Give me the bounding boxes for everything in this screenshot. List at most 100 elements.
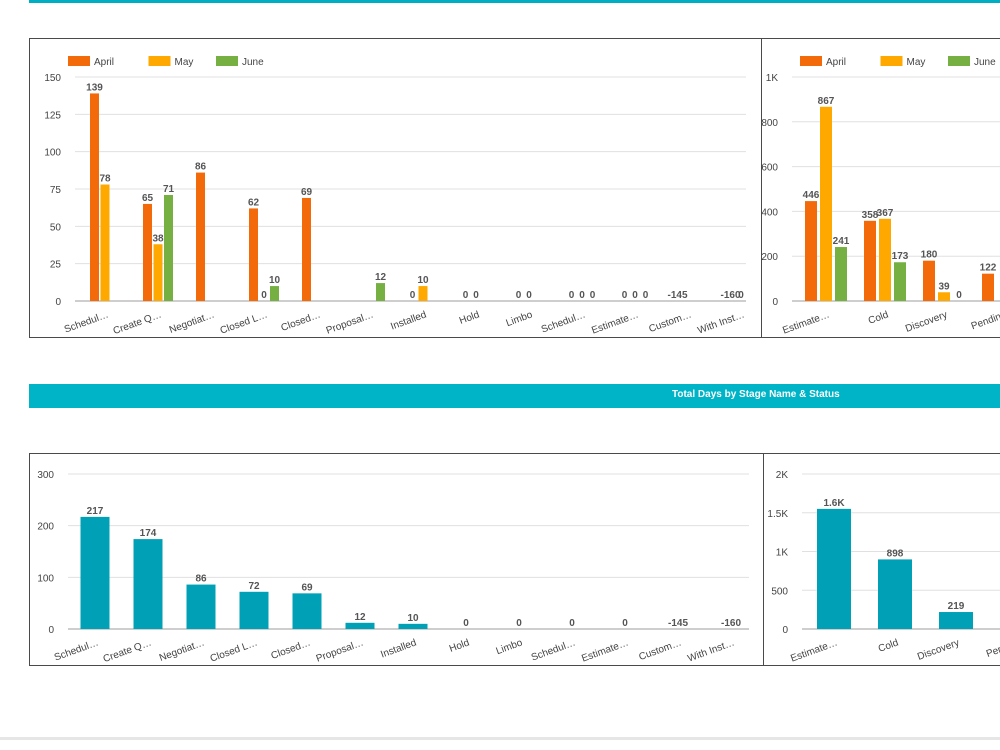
legend-swatch-may — [880, 56, 903, 66]
x-tick-label: Hold — [458, 309, 481, 326]
bar — [270, 286, 279, 301]
y-tick-label: 0 — [48, 625, 54, 636]
x-tick-label: Estimate… — [590, 309, 640, 336]
x-tick-label: Custom… — [637, 637, 683, 663]
x-tick-label: Closed… — [280, 309, 322, 333]
bar — [835, 247, 847, 301]
x-tick-label: Installed — [389, 309, 428, 332]
data-label: 0 — [473, 290, 479, 301]
legend-swatch-april — [68, 56, 90, 66]
data-label: 0 — [643, 290, 649, 301]
data-label: -145 — [668, 618, 688, 629]
bar — [939, 612, 973, 629]
x-tick-label: Negotiat… — [168, 309, 216, 335]
bar — [80, 516, 110, 629]
data-label: 39 — [938, 281, 950, 292]
bar — [292, 593, 322, 629]
y-tick-label: 125 — [44, 110, 61, 121]
data-label: 0 — [632, 290, 638, 301]
y-tick-label: 100 — [44, 148, 61, 159]
data-label: 72 — [248, 581, 260, 592]
legend-swatch-june — [216, 56, 238, 66]
x-tick-label: Closed L… — [219, 309, 269, 336]
y-tick-label: 400 — [762, 207, 778, 218]
y-tick-label: 2K — [776, 470, 789, 481]
bar — [376, 283, 385, 301]
chart-panel-stage-total: 0 100 200 300 217 Schedul… 174 Create Q… 86 Negot… — [29, 453, 765, 666]
data-label: 0 — [516, 618, 522, 629]
y-tick-label: 100 — [37, 573, 54, 584]
data-label: 0 — [956, 290, 962, 301]
data-label: 86 — [195, 162, 207, 173]
data-label: -145 — [667, 290, 687, 301]
data-label: 65 — [142, 193, 154, 204]
bar — [820, 106, 832, 302]
y-tick-label: 0 — [55, 297, 61, 308]
bar — [894, 262, 906, 301]
bar — [143, 203, 152, 301]
x-tick-label: Estimate… — [781, 309, 831, 336]
y-tick-label: 50 — [50, 222, 62, 233]
bar — [345, 622, 375, 629]
bar — [817, 508, 851, 629]
x-tick-label: With Inst… — [696, 309, 746, 336]
y-tick-label: 200 — [762, 252, 778, 263]
data-label: 0 — [516, 290, 522, 301]
legend-swatch-june — [948, 56, 970, 66]
bar — [100, 184, 110, 301]
x-tick-label: Proposal… — [325, 309, 375, 336]
bar — [153, 244, 163, 301]
bar — [878, 559, 912, 629]
x-tick-label: Limbo — [495, 637, 525, 657]
x-tick-label: Cold — [877, 637, 900, 654]
section-banner: Total Days by Stage Name & Status — [29, 384, 1000, 408]
bar — [249, 208, 258, 301]
data-label: 0 — [622, 290, 628, 301]
data-label: 0 — [261, 290, 267, 301]
data-label: 180 — [921, 250, 938, 261]
y-tick-label: 300 — [37, 470, 54, 481]
x-tick-label: Custom… — [647, 309, 693, 335]
top-accent-bar — [29, 0, 1000, 3]
data-label: -160 — [721, 618, 741, 629]
x-tick-label: Pending — [970, 309, 1000, 332]
bar — [982, 273, 994, 301]
y-tick-label: 25 — [50, 260, 62, 271]
data-label: 71 — [163, 184, 175, 195]
x-tick-label: Hold — [448, 637, 471, 654]
data-label: 69 — [301, 582, 313, 593]
bar — [938, 292, 950, 301]
x-tick-label: Limbo — [505, 309, 535, 329]
bar — [133, 539, 163, 629]
chart-panel-status-monthly: 0 200 400 600 800 1K April May June 446 867 241 Esti… — [761, 38, 1000, 338]
y-tick-label: 0 — [772, 297, 778, 308]
x-tick-label: Closed L… — [209, 637, 259, 664]
x-tick-label: Schedul… — [530, 637, 577, 663]
data-label: 69 — [301, 187, 313, 198]
x-tick-label: Installed — [379, 637, 418, 660]
data-label: 0 — [463, 290, 469, 301]
data-label: 139 — [86, 82, 103, 93]
data-label: 241 — [833, 236, 850, 247]
y-tick-label: 600 — [762, 163, 778, 174]
legend-label-may: May — [907, 57, 926, 68]
bottom-divider — [0, 737, 1000, 740]
x-tick-label: Negotiat… — [158, 637, 206, 663]
y-tick-label: 1K — [766, 73, 779, 84]
data-label: 0 — [738, 290, 744, 301]
data-label: 0 — [569, 618, 575, 629]
x-tick-label: Closed… — [270, 637, 312, 661]
data-label: 86 — [195, 574, 207, 585]
bar-chart-status-monthly: 0 200 400 600 800 1K April May June 446 867 241 Esti… — [762, 56, 1000, 337]
legend-swatch-april — [800, 56, 822, 66]
x-tick-label: Discovery — [904, 309, 949, 334]
data-label: 122 — [980, 263, 997, 274]
data-label: 0 — [579, 290, 585, 301]
y-tick-label: 800 — [762, 118, 778, 129]
x-tick-label: Create Q… — [102, 637, 153, 665]
legend-swatch-may — [148, 56, 171, 66]
data-label: 0 — [569, 290, 575, 301]
section-title: Total Days by Stage Name & Status — [672, 389, 840, 400]
x-tick-label: Create Q… — [112, 309, 163, 337]
data-label: 173 — [892, 251, 909, 262]
